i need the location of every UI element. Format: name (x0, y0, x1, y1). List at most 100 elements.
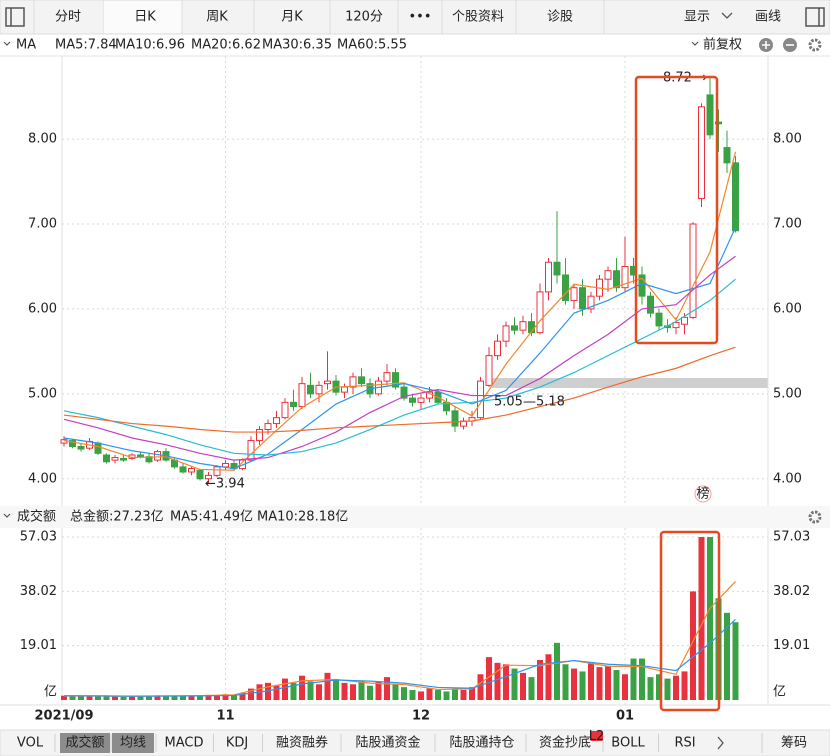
volume-bar (664, 678, 671, 700)
tab[interactable]: 周K (206, 10, 228, 25)
candle-body (154, 451, 161, 461)
bottom-tab[interactable]: RSI (674, 736, 695, 751)
volume-bar (486, 657, 492, 700)
volume-bar (367, 685, 373, 700)
volume-bar (154, 695, 161, 700)
candle-body (672, 322, 680, 329)
ma-line (63, 346, 736, 433)
candle-body (392, 372, 399, 388)
y-tick-label: 8.00 (28, 132, 57, 147)
panel-icon[interactable] (805, 7, 825, 27)
candle-body (120, 457, 127, 461)
tab[interactable]: 个股资料 (452, 10, 504, 25)
y-tick-label: 亿 (44, 685, 57, 700)
tab[interactable]: 月K (281, 10, 303, 25)
tab[interactable]: 120分 (345, 10, 383, 25)
volume-bar (341, 682, 348, 700)
volume-bar (460, 689, 467, 700)
candle-body (494, 340, 501, 357)
y-tick-label: 亿 (773, 685, 786, 700)
x-tick-label: 12 (412, 709, 430, 724)
candle-body (179, 466, 187, 473)
volume-bar (188, 696, 195, 700)
bottom-tab[interactable]: BOLL (611, 736, 645, 751)
ma-line (63, 278, 736, 456)
bottom-tab[interactable]: 陆股通持仓 (449, 735, 514, 751)
volume-bar (673, 675, 679, 700)
volume-bar (443, 691, 450, 700)
candle-body (409, 397, 416, 403)
candle-body (281, 401, 289, 419)
tab[interactable]: 分时 (55, 10, 81, 25)
x-tick-label: 11 (216, 709, 234, 724)
settings[interactable] (808, 38, 822, 52)
bottom-tab[interactable]: 资金抄底 (539, 735, 591, 751)
y-tick-label: 7.00 (773, 216, 802, 231)
legend-entry: MA20:6.62 (191, 38, 261, 53)
ma-line (63, 151, 737, 471)
toolbar-right[interactable]: 画线 (755, 10, 781, 25)
volume-bar (622, 674, 628, 700)
y-tick-label: 57.03 (20, 530, 57, 545)
volume-bar (571, 668, 577, 700)
volume-bar (656, 674, 662, 700)
candle-body (485, 355, 493, 386)
candle-body (315, 384, 323, 395)
bottom-tab[interactable]: 陆股通资金 (355, 735, 420, 751)
plus (762, 41, 770, 49)
candle-body (264, 423, 272, 431)
volume-bar (333, 679, 339, 700)
volume-bar (435, 689, 441, 700)
candle-body (256, 429, 263, 442)
volume-bar (358, 681, 365, 700)
volume-bar (95, 695, 101, 700)
candle-body (723, 147, 731, 164)
toolbar-right[interactable]: 显示 (684, 10, 710, 25)
volume-bar (350, 684, 356, 700)
candle-body (698, 106, 705, 200)
volume-bar (231, 694, 237, 700)
volume-bar (630, 658, 637, 700)
adjust-select[interactable]: 前复权 (703, 37, 742, 53)
volume-bar (239, 692, 246, 700)
bottom-tab[interactable]: 融资融券 (276, 735, 328, 751)
annotation: 5.05—5.18 (494, 395, 565, 410)
candle-body (587, 295, 595, 310)
volume-bar (707, 537, 713, 700)
volume-bar (61, 695, 67, 700)
bottom-tab[interactable]: MACD (165, 736, 204, 751)
volume-bar (214, 695, 220, 700)
volume-bar (596, 667, 603, 700)
bottom-tab[interactable]: KDJ (226, 736, 248, 751)
candle-body (383, 372, 391, 382)
candle-body (553, 261, 561, 276)
bottom-tab[interactable]: VOL (17, 736, 44, 751)
legend-entry: MA5:41.49亿 (170, 510, 253, 525)
bottom-tab[interactable]: 均线 (120, 736, 146, 751)
tab-active-bg (60, 733, 110, 753)
bottom-tab[interactable]: 成交额 (65, 735, 104, 751)
panel-icon[interactable] (5, 7, 25, 27)
candle-body (451, 410, 459, 427)
volume-bar (69, 695, 76, 700)
legend-entry: MA30:6.35 (262, 38, 332, 53)
tab[interactable]: 日K (134, 10, 156, 25)
volume-bar (273, 685, 280, 700)
tab[interactable]: ••• (408, 10, 431, 25)
legend-entry: MA10:28.18亿 (257, 510, 348, 525)
volume-bar (180, 695, 186, 700)
y-tick-label: 4.00 (773, 471, 802, 486)
bottom-tab[interactable]: 筹码 (781, 735, 807, 751)
settings[interactable] (808, 510, 822, 524)
y-tick-label: 8.00 (773, 132, 802, 147)
candle-body (621, 265, 629, 289)
volume-bar (299, 675, 305, 700)
tab[interactable]: 诊股 (547, 10, 573, 25)
y-tick-label: 19.01 (773, 638, 810, 653)
volume-bar (537, 659, 543, 700)
volume-bar (112, 696, 118, 700)
volume-bar (86, 695, 93, 700)
volume-bar (163, 695, 169, 700)
scroll-arrow[interactable] (717, 736, 724, 750)
